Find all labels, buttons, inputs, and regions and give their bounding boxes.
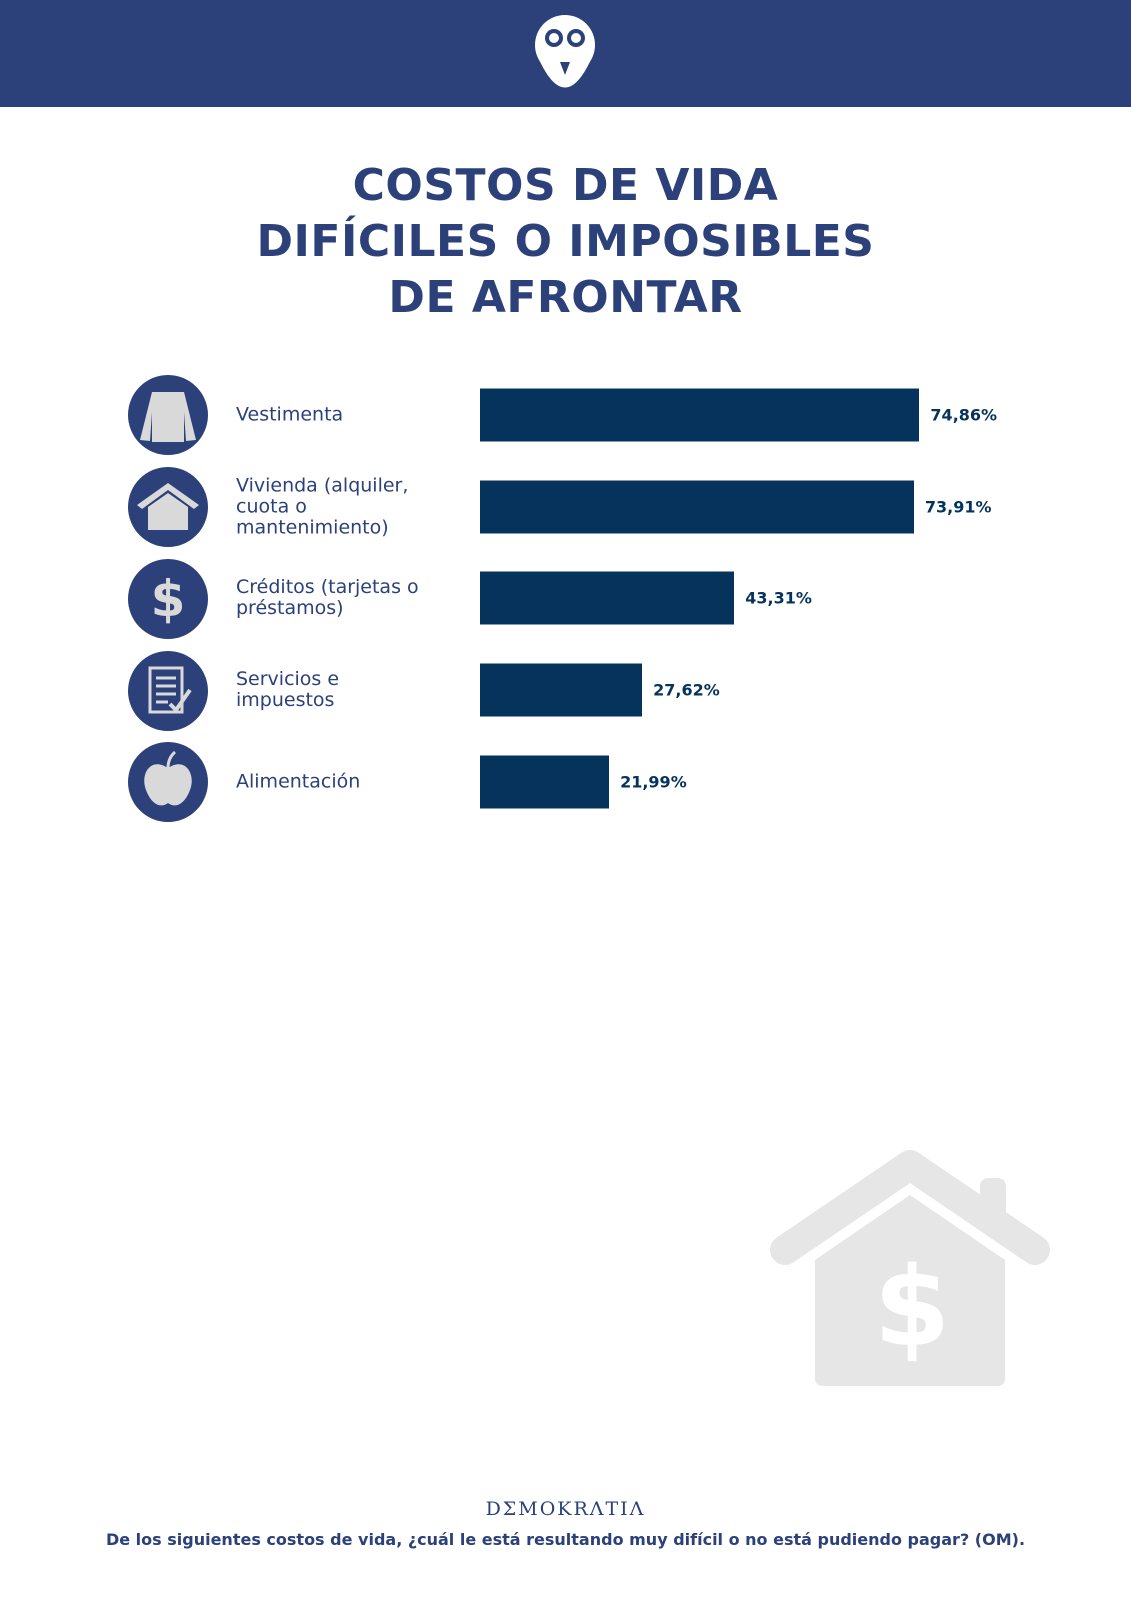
chart-title: COSTOS DE VIDA DIFÍCILES O IMPOSIBLES DE… — [256, 160, 875, 323]
bar — [480, 755, 610, 809]
watermark-house: $ — [770, 1150, 1050, 1386]
value-label: 74,86% — [930, 405, 998, 425]
footnote: De los siguientes costos de vida, ¿cuál … — [105, 1530, 1026, 1549]
category-label: Créditos (tarjetas o préstamos) — [236, 576, 419, 620]
row-icons: $ — [128, 375, 208, 822]
svg-text:$: $ — [151, 570, 186, 628]
value-label: 21,99% — [620, 772, 687, 792]
bar — [480, 480, 914, 534]
value-label: 27,62% — [653, 680, 720, 700]
bar — [480, 571, 735, 625]
value-label: 43,31% — [745, 588, 812, 608]
bar — [480, 388, 920, 442]
category-label: Vivienda (alquiler, cuota o mantenimient… — [236, 474, 409, 539]
category-label: Vestimenta — [236, 403, 344, 426]
brand: DΣMOKRΛTIΛ — [485, 1498, 646, 1520]
owl-logo — [535, 15, 595, 88]
category-label: Alimentación — [236, 770, 361, 793]
bar — [480, 663, 643, 717]
svg-text:$: $ — [874, 1243, 951, 1371]
value-label: 73,91% — [924, 497, 992, 517]
category-label: Servicios e impuestos — [236, 668, 340, 712]
